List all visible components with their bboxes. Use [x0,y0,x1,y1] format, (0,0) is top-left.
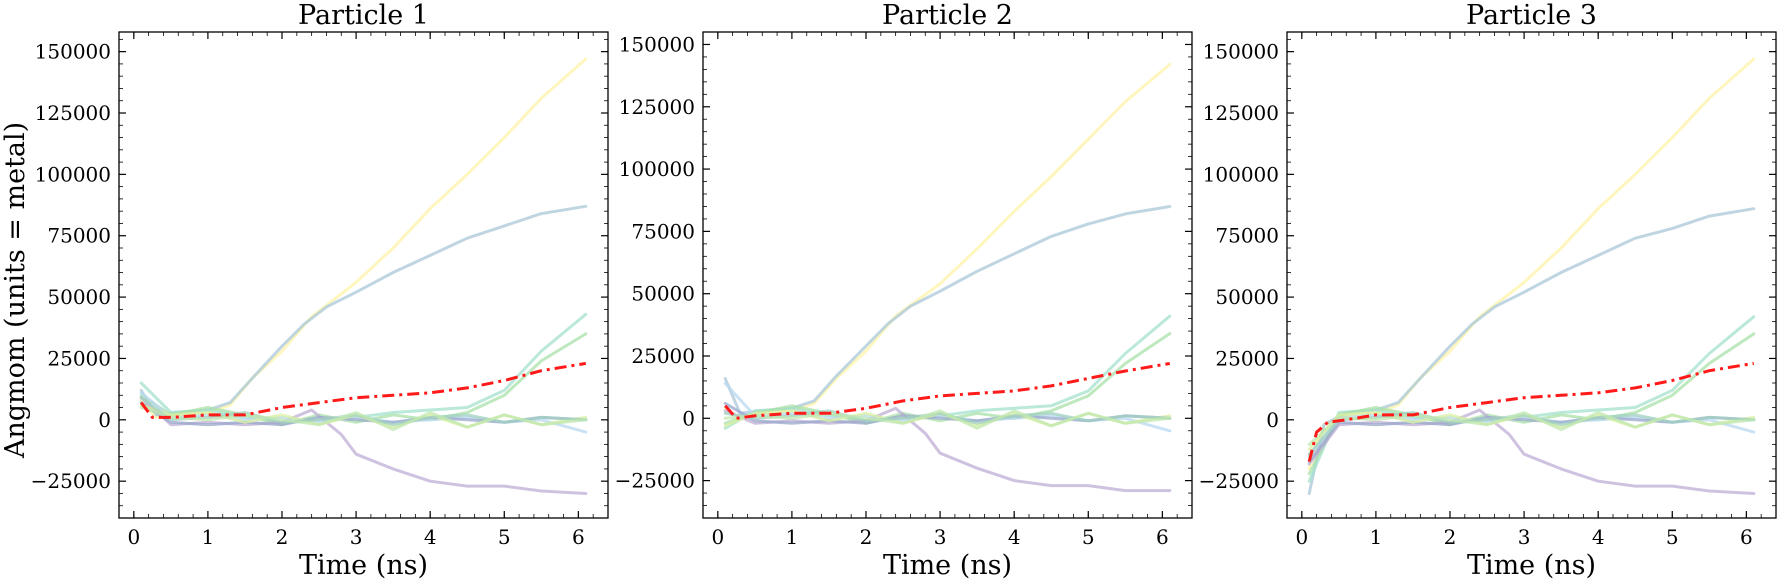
plot-area [141,59,586,494]
series-line-4 [1309,334,1754,474]
series-line-2 [141,206,586,415]
panel-title: Particle 2 [882,0,1013,31]
panel-particle-1: Particle 1 Time (ns) 0 1 2 3 4 5 6 −25000 0 25000… [31,0,608,580]
y-tick-label: 150000 [1203,40,1279,64]
y-tick-label: 100000 [619,157,695,181]
y-tick-label: 75000 [47,224,111,248]
y-tick-label: −25000 [1199,469,1279,493]
x-tick-label: 0 [1295,525,1308,549]
x-tick-label: 0 [127,525,140,549]
x-tick-label: 4 [424,525,437,549]
plot-area [1309,59,1754,494]
x-tick-label: 4 [1592,525,1605,549]
x-tick-label: 4 [1008,525,1021,549]
y-tick-label: 0 [682,406,695,430]
x-axis-label: Time (ns) [1467,550,1596,580]
y-tick-label: 50000 [47,285,111,309]
x-tick-label: 1 [202,525,215,549]
y-tick-label: 75000 [631,219,695,243]
y-tick-label: 150000 [35,40,111,64]
x-tick-label: 2 [860,525,873,549]
y-tick-label: 100000 [35,162,111,186]
figure: Angmom (units = metal) Particle 1 Time (… [0,0,1779,580]
x-tick-label: 1 [1370,525,1383,549]
y-tick-label: 50000 [631,282,695,306]
x-tick-label: 3 [350,525,363,549]
panel-title: Particle 3 [1466,0,1597,31]
y-tick-label: 50000 [1215,285,1279,309]
x-tick-label: 6 [572,525,585,549]
x-axis-label: Time (ns) [883,550,1012,580]
series-line-7 [1309,417,1754,461]
y-tick-label: −25000 [615,469,695,493]
x-tick-label: 1 [786,525,799,549]
x-tick-label: 2 [276,525,289,549]
y-tick-label: 0 [1266,408,1279,432]
figure-ylabel: Angmom (units = metal) [0,122,31,459]
y-tick-label: 150000 [619,32,695,56]
y-tick-label: −25000 [31,469,111,493]
x-tick-label: 5 [498,525,511,549]
y-tick-label: 100000 [1203,162,1279,186]
x-tick-label: 6 [1740,525,1753,549]
x-tick-label: 5 [1666,525,1679,549]
y-tick-label: 125000 [35,101,111,125]
x-tick-label: 0 [711,525,724,549]
y-tick-label: 25000 [47,346,111,370]
x-tick-label: 6 [1156,525,1169,549]
panel-particle-2: Particle 2 Time (ns) 0 1 2 3 4 5 6 −25000 0 25000… [615,0,1192,580]
plot-area [725,64,1170,490]
x-tick-label: 3 [1518,525,1531,549]
y-tick-label: 25000 [1215,346,1279,370]
y-tick-label: 75000 [1215,224,1279,248]
x-tick-label: 3 [934,525,947,549]
y-tick-label: 0 [98,408,111,432]
series-line-2 [1309,209,1754,494]
panel-title: Particle 1 [298,0,429,31]
x-tick-label: 2 [1444,525,1457,549]
y-tick-label: 125000 [1203,101,1279,125]
series-line-1 [141,59,586,417]
y-tick-label: 25000 [631,344,695,368]
series-line-1 [725,64,1170,418]
x-tick-label: 5 [1082,525,1095,549]
panel-particle-3: Particle 3 Time (ns) 0 1 2 3 4 5 6 −25000 0 25000… [1199,0,1776,580]
x-axis-label: Time (ns) [299,550,428,580]
y-tick-label: 125000 [619,95,695,119]
